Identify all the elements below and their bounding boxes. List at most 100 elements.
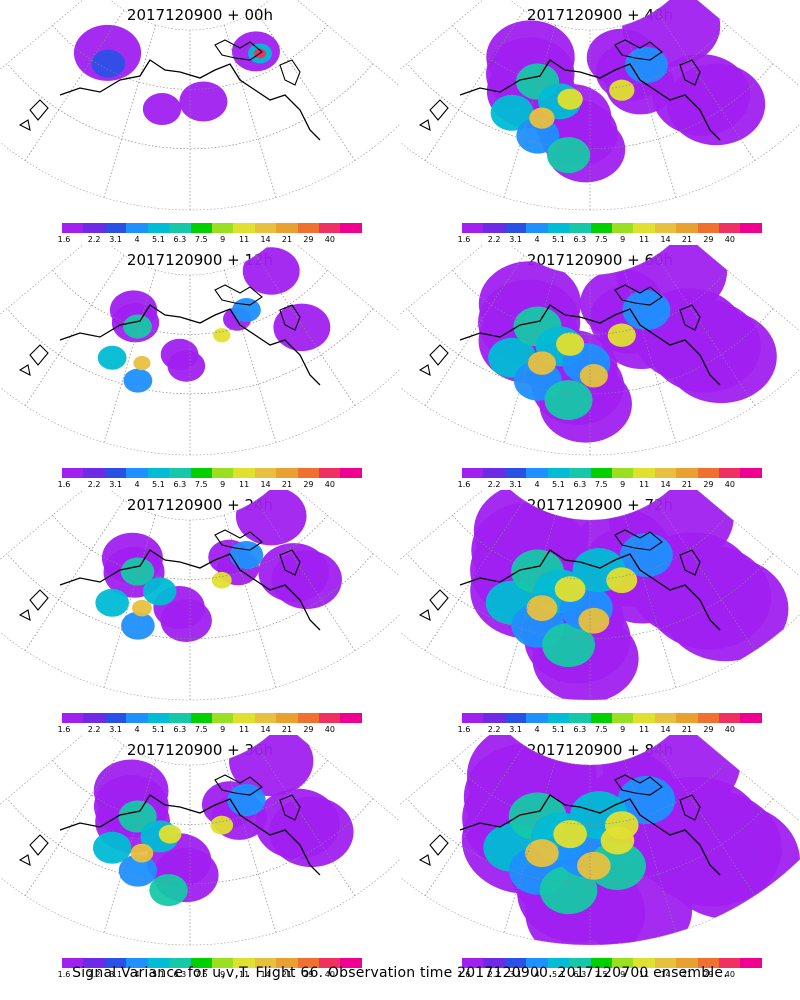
variance-map <box>0 735 400 946</box>
colorbar-swatch <box>611 958 634 968</box>
colorbar-swatch <box>547 223 570 233</box>
colorbar-swatch <box>504 223 527 233</box>
colorbar-swatch <box>340 468 362 478</box>
variance-blob <box>578 607 610 634</box>
colorbar-swatch <box>319 958 341 968</box>
variance-blob <box>527 351 557 375</box>
colorbar-label: 7.5 <box>594 725 608 734</box>
colorbar-label: 6.3 <box>173 235 187 244</box>
variance-blob <box>235 490 307 546</box>
variance-blob <box>120 557 155 586</box>
colorbar-swatch <box>104 223 127 233</box>
colorbar-swatch <box>611 713 634 723</box>
colorbar-swatch <box>297 958 320 968</box>
colorbar-swatch <box>83 223 105 233</box>
colorbar-label: 2.2 <box>487 480 501 489</box>
colorbar-swatch <box>297 223 320 233</box>
colorbar-label: 9 <box>220 235 226 244</box>
colorbar-label: 4 <box>534 235 540 244</box>
colorbar-swatch <box>211 468 234 478</box>
colorbar-label: 40 <box>324 235 335 244</box>
colorbar-label: 5.1 <box>152 480 165 489</box>
colorbar-swatch <box>504 713 527 723</box>
colorbar-swatch <box>126 223 148 233</box>
arctic-islands <box>614 39 701 86</box>
colorbar-label: 3.1 <box>109 480 122 489</box>
colorbar-label: 40 <box>724 970 735 979</box>
figure-caption: Signal Variance for u,v,T. Flight 66. Ob… <box>72 965 728 981</box>
coastline <box>59 549 321 631</box>
longitude-line <box>224 269 277 443</box>
arctic-islands <box>214 284 301 331</box>
colorbar-label: 9 <box>620 725 626 734</box>
colorbar-swatch <box>462 468 484 478</box>
colorbar-label: 9 <box>220 970 226 979</box>
domain-border <box>0 735 400 946</box>
colorbar-swatch <box>126 958 148 968</box>
colorbar-label: 9 <box>220 480 226 489</box>
coastline <box>59 304 321 386</box>
colorbar-swatch <box>547 468 570 478</box>
west-coastline <box>18 99 49 131</box>
variance-blob <box>544 380 593 421</box>
variance-map <box>0 0 400 211</box>
colorbar-label: 7.5 <box>594 480 608 489</box>
west-coastline <box>418 834 449 866</box>
variance-blob <box>539 866 598 915</box>
colorbar-label: 29 <box>703 725 714 734</box>
colorbar-label: 14 <box>260 235 271 244</box>
colorbar <box>462 468 762 478</box>
colorbar-swatch <box>697 223 720 233</box>
variance-map <box>400 735 800 946</box>
colorbar-label: 14 <box>660 235 671 244</box>
colorbar-swatch <box>633 468 655 478</box>
colorbar-swatch <box>190 223 212 233</box>
colorbar-swatch <box>190 713 212 723</box>
colorbar-label: 7.5 <box>194 480 208 489</box>
colorbar-label: 40 <box>324 970 335 979</box>
variance-blob <box>92 831 132 864</box>
colorbar-swatch <box>654 713 677 723</box>
colorbar-label: 29 <box>303 970 314 979</box>
domain-border <box>400 490 800 701</box>
colorbar-swatch <box>697 713 720 723</box>
colorbar-label: 9 <box>620 480 626 489</box>
colorbar-swatch <box>233 468 255 478</box>
colorbar-label: 14 <box>260 480 271 489</box>
variance-blob <box>242 247 300 295</box>
colorbar-label: 9 <box>220 725 226 734</box>
colorbar-label: 5.1 <box>552 480 565 489</box>
colorbar <box>462 713 762 723</box>
colorbar-label: 6.3 <box>573 235 587 244</box>
variance-map <box>400 490 800 701</box>
colorbar-swatch <box>719 713 741 723</box>
forecast-panel: 2017120900 + 72h 1.6 2.2 3.1 4 5.1 6.3 7.5 9 11 14… <box>400 490 800 735</box>
colorbar-swatch <box>169 713 191 723</box>
colorbar-swatch <box>147 713 170 723</box>
colorbar-label: 5.1 <box>552 235 565 244</box>
coastline <box>459 794 721 876</box>
colorbar-swatch <box>211 958 234 968</box>
colorbar-swatch <box>62 958 84 968</box>
colorbar-label: 4 <box>134 235 140 244</box>
colorbar-label: 3.1 <box>509 480 522 489</box>
variance-blob <box>577 851 611 880</box>
colorbar-swatch <box>676 468 698 478</box>
colorbar-swatch <box>104 468 127 478</box>
colorbar-label: 11 <box>639 970 650 979</box>
variance-blob <box>160 338 199 371</box>
colorbar-label: 21 <box>681 970 693 979</box>
variance-blob <box>95 588 129 617</box>
colorbar-swatch <box>297 713 320 723</box>
variance-blob <box>179 81 228 122</box>
colorbar-swatch <box>462 958 484 968</box>
coastline <box>459 59 721 141</box>
coastline <box>59 59 321 141</box>
colorbar-swatch <box>276 223 298 233</box>
variance-blob <box>210 815 234 835</box>
colorbar-swatch <box>676 958 698 968</box>
colorbar-swatch <box>104 713 127 723</box>
colorbar-swatch <box>83 713 105 723</box>
colorbar-label: 7.5 <box>194 235 208 244</box>
colorbar-swatch <box>590 468 612 478</box>
